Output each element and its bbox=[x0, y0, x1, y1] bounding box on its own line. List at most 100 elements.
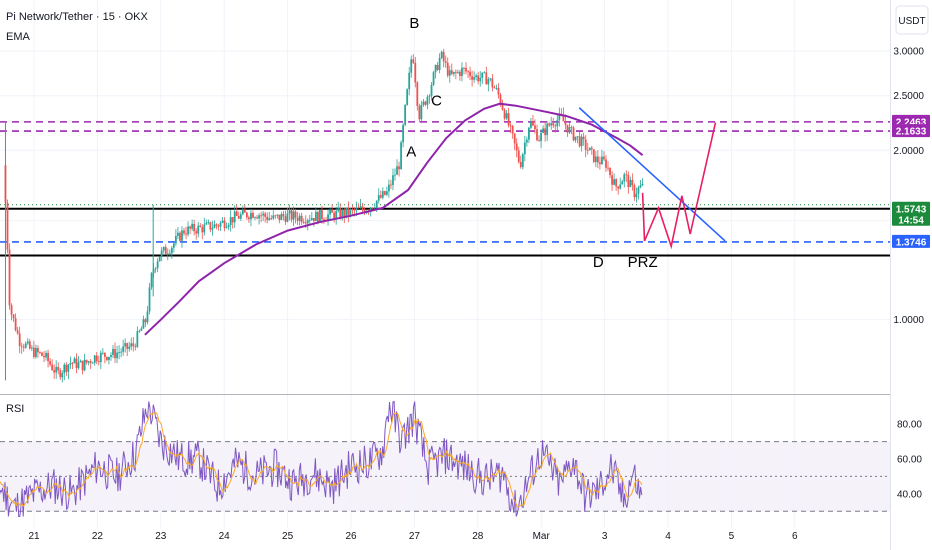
candle-body bbox=[398, 166, 400, 170]
candle-body bbox=[396, 166, 398, 175]
candle-body bbox=[203, 224, 206, 233]
candle-body bbox=[611, 175, 613, 185]
candle-body bbox=[418, 105, 421, 120]
candle-body bbox=[235, 211, 238, 216]
price-badge-label: 2.2463 bbox=[896, 117, 927, 128]
candle-body bbox=[517, 150, 520, 162]
candle-body bbox=[45, 352, 47, 358]
candle-body bbox=[12, 314, 15, 319]
candle-body bbox=[635, 193, 638, 198]
candle-body bbox=[112, 349, 114, 355]
currency-button[interactable] bbox=[895, 5, 929, 35]
time-tick-label: 23 bbox=[155, 531, 167, 542]
candle-body bbox=[432, 72, 435, 85]
candle-body bbox=[47, 352, 49, 362]
candle-body bbox=[503, 109, 506, 119]
candle-body bbox=[485, 72, 488, 85]
candle-body bbox=[501, 104, 504, 110]
grid-lines bbox=[0, 0, 890, 528]
candle-body bbox=[205, 222, 208, 225]
candle-body bbox=[290, 210, 293, 220]
candle-body bbox=[195, 231, 198, 234]
candle-body bbox=[491, 78, 494, 88]
candle-body bbox=[282, 214, 285, 217]
candle-body bbox=[363, 209, 366, 214]
candle-body bbox=[546, 123, 549, 136]
time-axis[interactable]: 21 22 23 24 25 26 27 28 Mar 3 4 5 6 bbox=[28, 531, 798, 542]
candle-body bbox=[327, 214, 329, 221]
candle-body bbox=[469, 71, 471, 77]
candle-body bbox=[562, 114, 565, 122]
candle-body bbox=[280, 214, 283, 220]
candle-body bbox=[495, 88, 498, 89]
candle-body bbox=[424, 101, 427, 105]
candle-body bbox=[215, 224, 218, 226]
candle-body bbox=[20, 345, 23, 347]
candle-body bbox=[6, 202, 9, 250]
candle-body bbox=[402, 124, 405, 143]
candle-body bbox=[530, 121, 532, 128]
candle-body bbox=[623, 174, 626, 182]
candle-body bbox=[136, 331, 139, 347]
candle-body bbox=[77, 362, 80, 369]
candle-body bbox=[164, 247, 167, 254]
price-axis-background bbox=[891, 0, 932, 550]
candle-body bbox=[450, 70, 453, 74]
time-tick-label: 3 bbox=[602, 531, 608, 542]
rsi-tick-label: 80.00 bbox=[897, 420, 922, 431]
candle-body bbox=[586, 149, 589, 151]
indicator-label[interactable]: EMA bbox=[6, 31, 31, 43]
candle-body bbox=[248, 217, 250, 220]
symbol-title[interactable]: Pi Network/Tether · 15 · OKX bbox=[6, 11, 148, 23]
candle-body bbox=[615, 179, 618, 187]
candle-body bbox=[321, 210, 323, 220]
candle-body bbox=[465, 67, 467, 72]
candle-body bbox=[392, 175, 394, 185]
candle-body bbox=[233, 211, 236, 223]
candle-body bbox=[61, 373, 64, 378]
candle-body bbox=[434, 64, 437, 73]
candle-body bbox=[89, 361, 92, 364]
candle-body bbox=[576, 136, 579, 138]
candle-body bbox=[627, 174, 630, 188]
candle-body bbox=[294, 211, 297, 218]
candle-body bbox=[142, 319, 145, 329]
candle-body bbox=[377, 195, 380, 201]
candle-body bbox=[140, 328, 143, 331]
time-tick-label: 24 bbox=[219, 531, 231, 542]
ema-line bbox=[144, 102, 644, 336]
rsi-tick-label: 40.00 bbox=[897, 489, 922, 500]
candle-body bbox=[296, 217, 299, 221]
time-tick-label: 6 bbox=[792, 531, 798, 542]
candle-body bbox=[170, 247, 173, 254]
candle-body bbox=[580, 136, 583, 147]
candle-body bbox=[355, 207, 358, 211]
time-tick-label: 22 bbox=[92, 531, 104, 542]
candle-body bbox=[584, 139, 587, 150]
candle-body bbox=[63, 364, 66, 374]
candle-body bbox=[124, 343, 127, 347]
candle-body bbox=[400, 142, 402, 170]
candle-body bbox=[183, 230, 185, 234]
candle-body bbox=[14, 318, 17, 331]
candle-body bbox=[132, 343, 135, 347]
ema-curve bbox=[144, 102, 644, 336]
candle-body bbox=[128, 346, 131, 349]
candle-body bbox=[558, 113, 561, 120]
candle-body bbox=[578, 136, 581, 147]
price-badge bbox=[892, 124, 930, 138]
candle-body bbox=[528, 127, 530, 140]
rsi-title[interactable]: RSI bbox=[6, 403, 24, 415]
candle-body bbox=[51, 364, 54, 371]
candle-body bbox=[361, 206, 364, 210]
candle-body bbox=[126, 343, 129, 349]
candle-body bbox=[542, 128, 545, 133]
candle-body bbox=[481, 72, 484, 78]
candle-body bbox=[162, 247, 165, 251]
candle-body bbox=[438, 57, 441, 71]
candle-body bbox=[116, 352, 118, 359]
candle-body bbox=[22, 346, 25, 348]
price-badge-label: 2.1633 bbox=[896, 127, 927, 138]
candle-body bbox=[26, 341, 29, 344]
candle-body bbox=[525, 139, 528, 143]
